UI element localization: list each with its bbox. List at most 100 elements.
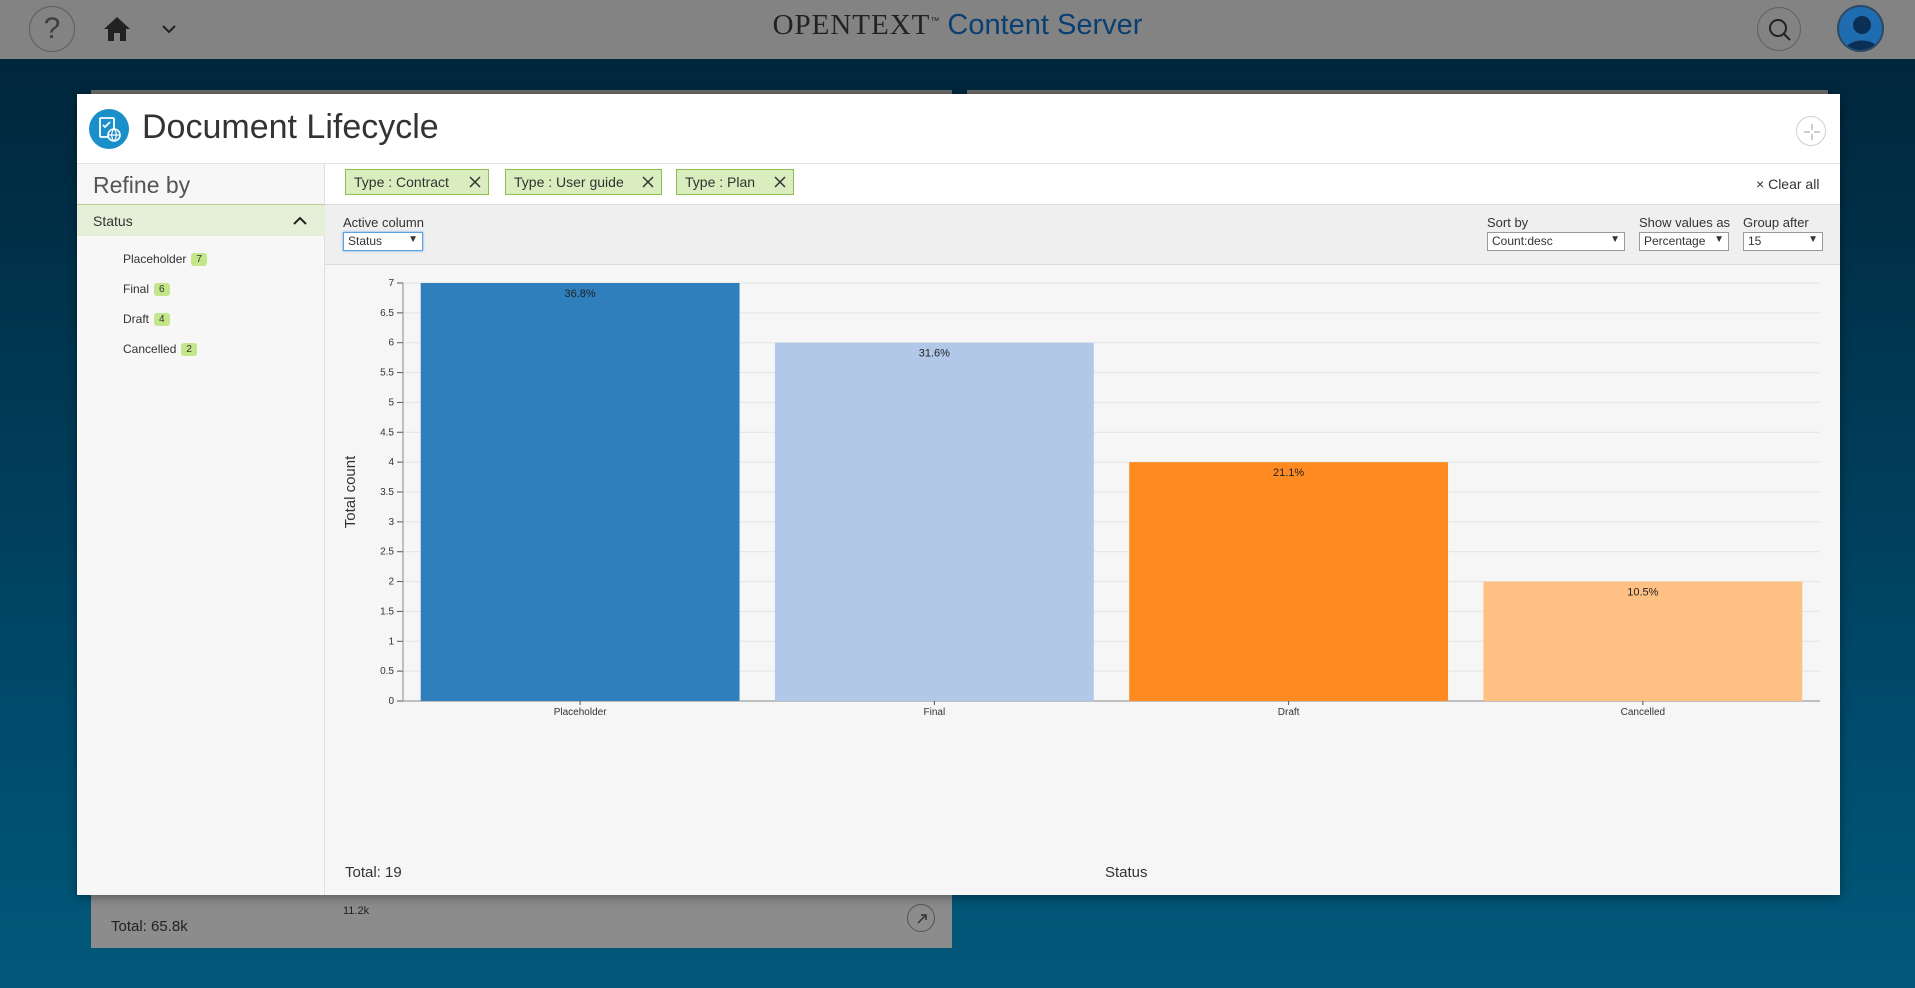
help-icon: ? bbox=[43, 12, 61, 45]
active-column-select[interactable]: Status ▼ bbox=[343, 232, 423, 251]
dropdown-arrow-icon: ▼ bbox=[408, 234, 418, 245]
sort-by-label: Sort by bbox=[1487, 215, 1529, 230]
filter-chip-label: Type : Contract bbox=[354, 174, 449, 190]
background-tile-value: 11.2k bbox=[343, 905, 370, 917]
facet-item-count: 4 bbox=[154, 312, 170, 326]
home-menu-button[interactable] bbox=[158, 18, 180, 40]
dialog-title: Document Lifecycle bbox=[142, 108, 439, 146]
sort-by-value: Count:desc bbox=[1492, 234, 1553, 248]
user-avatar-button[interactable] bbox=[1837, 5, 1884, 52]
background-tile-total: Total: 65.8k bbox=[111, 918, 188, 935]
document-lifecycle-dialog: Document Lifecycle Refine by Status Plac… bbox=[77, 94, 1840, 895]
y-tick-label: 6.5 bbox=[380, 308, 394, 319]
y-tick-label: 2.5 bbox=[380, 547, 394, 558]
bar-final bbox=[774, 342, 1094, 701]
bar-data-label: 10.5% bbox=[1627, 587, 1658, 599]
y-tick-label: 1.5 bbox=[380, 606, 394, 617]
bar-draft bbox=[1129, 462, 1449, 701]
x-axis-title: Status bbox=[1105, 864, 1148, 881]
facet-item-label: Cancelled bbox=[123, 342, 177, 356]
background-tile-edge bbox=[967, 90, 1828, 94]
y-axis-title: Total count bbox=[342, 455, 359, 528]
help-button[interactable]: ? bbox=[29, 6, 75, 52]
filter-bar: Type : Contract Type : User guide Type :… bbox=[325, 164, 1840, 205]
facet-label: Status bbox=[93, 213, 133, 229]
bar-data-label: 36.8% bbox=[565, 288, 596, 300]
dropdown-arrow-icon: ▼ bbox=[1610, 234, 1620, 245]
y-tick-label: 2 bbox=[388, 577, 394, 588]
refine-sidebar: Refine by Status Placeholder 7 Final 6 D… bbox=[77, 164, 325, 895]
bar-placeholder bbox=[420, 283, 740, 701]
chart-toolbar: Active column Status ▼ Sort by Count:desc… bbox=[325, 205, 1840, 265]
active-column-value: Status bbox=[348, 234, 383, 248]
y-tick-label: 0.5 bbox=[380, 666, 394, 677]
facet-item-count: 2 bbox=[181, 342, 197, 356]
chevron-down-icon bbox=[162, 25, 176, 34]
y-tick-label: 1 bbox=[388, 636, 394, 647]
expand-button[interactable] bbox=[907, 904, 935, 932]
filter-chip-plan: Type : Plan bbox=[676, 169, 794, 195]
close-icon[interactable] bbox=[641, 175, 655, 189]
close-icon[interactable] bbox=[773, 175, 787, 189]
status-bar-chart: 0 0.5 1 1.5 2 2.5 3 3.5 4 4.5 5 5.5 6 6.5 7 Total count… bbox=[325, 265, 1840, 895]
facet-item-count: 6 bbox=[154, 282, 170, 296]
brand-name: OPENTEXT bbox=[772, 9, 931, 41]
expand-icon bbox=[917, 914, 927, 924]
group-after-value: 15 bbox=[1748, 234, 1762, 248]
chart-panel: Type : Contract Type : User guide Type :… bbox=[325, 164, 1840, 895]
x-tick-label: Placeholder bbox=[554, 707, 607, 718]
facet-item-draft[interactable]: Draft 4 bbox=[123, 310, 170, 328]
show-values-value: Percentage bbox=[1644, 234, 1706, 248]
dropdown-arrow-icon: ▼ bbox=[1808, 234, 1818, 245]
facet-item-final[interactable]: Final 6 bbox=[123, 280, 170, 298]
show-values-label: Show values as bbox=[1639, 215, 1731, 230]
collapse-button[interactable] bbox=[1796, 116, 1826, 146]
y-tick-label: 4 bbox=[388, 457, 394, 468]
search-button[interactable] bbox=[1757, 7, 1801, 51]
search-icon bbox=[1769, 19, 1791, 41]
y-tick-label: 5.5 bbox=[380, 368, 394, 379]
clear-all-label: Clear all bbox=[1768, 176, 1820, 192]
brand-logo: OPENTEXT™ Content Server bbox=[0, 9, 1915, 42]
y-tick-label: 0 bbox=[388, 696, 394, 707]
filter-chip-contract: Type : Contract bbox=[345, 169, 489, 195]
filter-chip-label: Type : User guide bbox=[514, 174, 624, 190]
group-after-label: Group after bbox=[1743, 215, 1809, 230]
product-name: Content Server bbox=[947, 9, 1143, 41]
close-icon[interactable] bbox=[468, 175, 482, 189]
bar-data-label: 31.6% bbox=[919, 348, 950, 360]
filter-chip-label: Type : Plan bbox=[685, 174, 756, 190]
close-icon: × bbox=[1756, 176, 1765, 192]
group-after-select[interactable]: 15 ▼ bbox=[1743, 232, 1823, 251]
bar-data-label: 21.1% bbox=[1273, 467, 1304, 479]
y-tick-label: 5 bbox=[388, 397, 394, 408]
facet-item-label: Draft bbox=[123, 312, 150, 326]
dropdown-arrow-icon: ▼ bbox=[1714, 234, 1724, 245]
facet-item-count: 7 bbox=[191, 252, 207, 266]
y-tick-label: 3 bbox=[388, 517, 394, 528]
x-tick-label: Draft bbox=[1278, 707, 1300, 718]
document-globe-icon bbox=[89, 109, 129, 149]
background-tile-edge bbox=[91, 90, 952, 94]
clear-all-button[interactable]: × Clear all bbox=[1756, 176, 1819, 192]
chevron-up-icon[interactable] bbox=[291, 212, 309, 230]
facet-item-placeholder[interactable]: Placeholder 7 bbox=[123, 250, 207, 268]
home-button[interactable] bbox=[101, 13, 133, 45]
refine-title: Refine by bbox=[93, 172, 191, 198]
bar-cancelled bbox=[1483, 581, 1803, 701]
sort-by-select[interactable]: Count:desc ▼ bbox=[1487, 232, 1625, 251]
top-header: ? OPENTEXT™ Content Server bbox=[0, 0, 1915, 59]
facet-item-cancelled[interactable]: Cancelled 2 bbox=[123, 340, 197, 358]
facet-item-label: Placeholder bbox=[123, 252, 187, 266]
dialog-header: Document Lifecycle bbox=[77, 94, 1840, 164]
facet-item-label: Final bbox=[123, 282, 150, 296]
active-column-label: Active column bbox=[343, 215, 424, 230]
user-avatar-icon bbox=[1845, 16, 1879, 50]
chart-total: Total: 19 bbox=[345, 864, 402, 881]
filter-chip-user-guide: Type : User guide bbox=[505, 169, 662, 195]
collapse-icon bbox=[1804, 124, 1820, 140]
facet-header-status[interactable]: Status bbox=[77, 204, 325, 236]
brand-tm: ™ bbox=[930, 15, 940, 26]
show-values-select[interactable]: Percentage ▼ bbox=[1639, 232, 1729, 251]
home-icon bbox=[104, 17, 130, 41]
